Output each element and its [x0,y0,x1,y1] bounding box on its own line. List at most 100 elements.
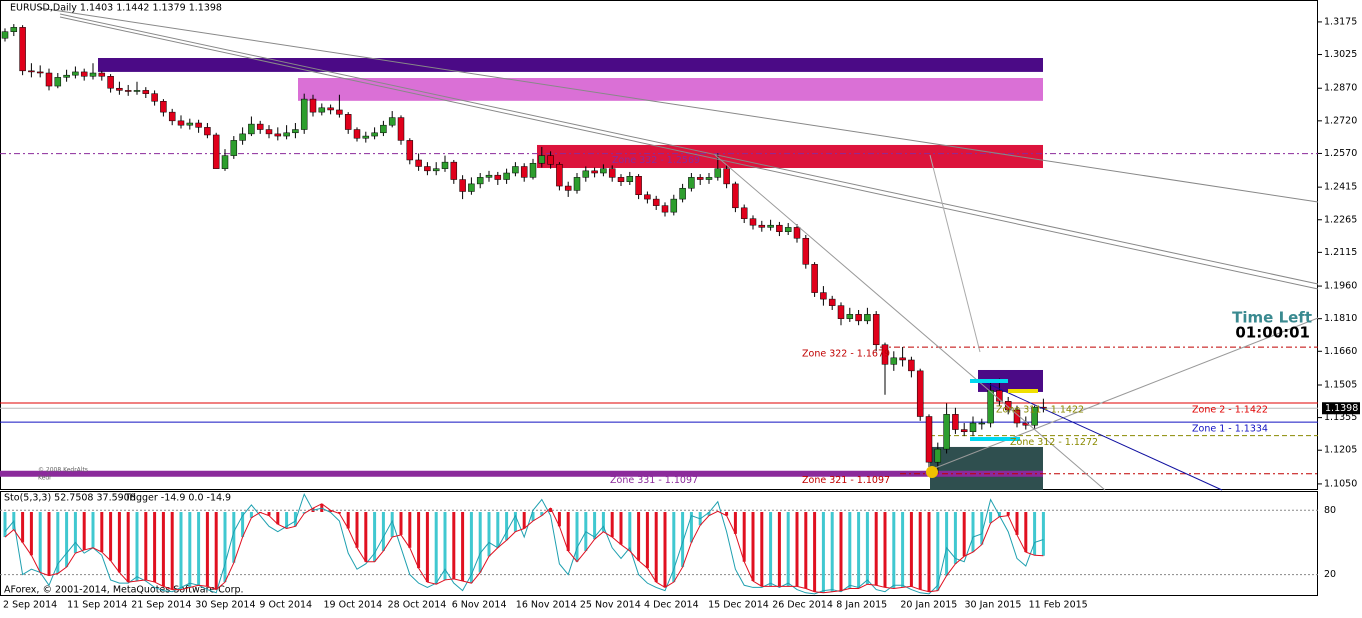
histogram-bar [963,512,966,556]
candle-body [776,225,782,232]
candle-body [548,156,554,165]
candle-body [222,156,228,169]
candle-body [838,306,844,319]
x-tick-label: 11 Feb 2015 [1029,600,1088,611]
histogram-bar [1042,512,1045,556]
histogram-bar [576,512,579,562]
histogram-bar [21,512,24,542]
candle-body [627,176,633,181]
candle-body [336,110,342,114]
histogram-bar [417,512,420,568]
histogram-bar [769,512,772,586]
histogram-bar [206,512,209,586]
histogram-bar [637,512,640,561]
candle-body [609,169,615,178]
candle-body [372,133,378,136]
candle-body [486,175,492,177]
histogram-bar [48,512,51,576]
histogram-bar [496,512,499,548]
histogram-bar [479,512,482,572]
indicator-title: Sto(5,3,3) 52.7508 37.5908 [4,493,136,504]
candle-body [143,90,149,93]
candle-body [565,186,571,190]
histogram-bar [505,512,508,540]
candle-body [600,169,606,173]
y-tick-label: 1.1050 [1324,478,1357,489]
candle-body [2,32,8,39]
candle-body [204,127,210,135]
candle-body [759,225,765,227]
histogram-bar [831,512,834,592]
x-tick-label: 9 Oct 2014 [259,600,312,611]
histogram-bar [743,512,746,562]
histogram-bar [364,512,367,562]
y-tick-label: 1.2115 [1324,247,1357,258]
histogram-bar [136,512,139,581]
candle-body [891,358,897,365]
histogram-bar [171,512,174,590]
histogram-bar [30,512,33,555]
candle-body [310,99,316,112]
watermark: Kedr [38,475,52,482]
histogram-bar [4,512,7,537]
marker [926,466,938,478]
candle-body [970,423,976,432]
histogram-bar [664,512,667,587]
candle-body [231,140,237,155]
histogram-bar [65,512,68,567]
candle-body [292,130,298,133]
x-tick-label: 20 Jan 2015 [900,600,957,611]
zone-label: Zone 322 - 1.1679 [802,349,890,360]
candle-body [917,371,923,417]
y-tick-label: 1.2720 [1324,115,1357,126]
y-tick-label: 1.2570 [1324,148,1357,159]
x-tick-label: 25 Nov 2014 [580,600,641,611]
y-tick-label: 1.3025 [1324,49,1357,60]
histogram-bar [426,512,429,582]
y-tick-label: 1.2415 [1324,182,1357,193]
histogram-bar [945,512,948,576]
y-tick-label: 1.2870 [1324,83,1357,94]
x-tick-label: 15 Dec 2014 [708,600,769,611]
histogram-bar [954,512,957,564]
candle-body [275,134,281,136]
candle-body [354,130,360,139]
candle-body [715,169,721,178]
histogram-bar [796,512,799,586]
candle-body [724,169,730,184]
histogram-bar [910,512,913,586]
candle-body [134,90,140,91]
candle-body [442,162,448,169]
histogram-bar [628,512,631,551]
histogram-bar [778,512,781,586]
y-tick-label: 1.1960 [1324,281,1357,292]
y-tick-label: 1.1205 [1324,445,1357,456]
candle-body [829,299,835,306]
histogram-bar [567,512,570,551]
marker [1008,389,1038,393]
histogram-bar [144,512,147,580]
timer-value: 01:00:01 [1235,324,1310,342]
candle-body [37,72,43,73]
candle-body [240,134,246,141]
candle-body [152,94,158,102]
candle-body [539,156,545,164]
candle-body [196,123,202,127]
histogram-bar [197,512,200,585]
histogram-bar [866,512,869,584]
candle-body [266,130,272,134]
histogram-bar [215,512,218,590]
candle-body [328,108,334,110]
histogram-bar [74,512,77,553]
candle-body [46,73,52,86]
candle-body [90,73,96,76]
candle-body [319,108,325,112]
histogram-bar [109,512,112,561]
candle-body [803,238,809,264]
candle-body [944,414,950,449]
candle-body [856,314,862,321]
histogram-bar [435,512,438,584]
y-tick-label: 1.2265 [1324,214,1357,225]
histogram-bar [39,512,42,572]
histogram-bar [760,512,763,586]
